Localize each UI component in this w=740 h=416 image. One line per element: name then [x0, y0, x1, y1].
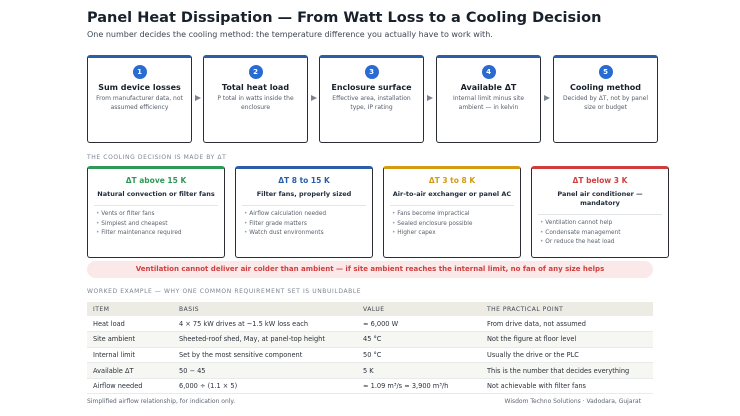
table-row: Internal limit Set by the most sensitive…: [87, 347, 653, 364]
card-list-item: Simplest and cheapest: [96, 220, 224, 230]
card-heading: ΔT 3 to 8 K: [428, 176, 476, 185]
table-cell: Site ambient: [87, 331, 173, 348]
table-cell: Heat load: [87, 316, 173, 333]
ventilation-warning-banner: Ventilation cannot deliver air colder th…: [87, 261, 653, 278]
table-header-row: ITEM BASIS VALUE THE PRACTICAL POINT: [87, 302, 653, 316]
page-title: Panel Heat Dissipation — From Watt Loss …: [87, 10, 602, 26]
table-cell: 50 °C: [357, 347, 481, 364]
card-list-item: Condensate management: [540, 229, 668, 239]
step-card-2: 2 Total heat load P total in watts insid…: [203, 55, 308, 143]
step-description: Internal limit minus site ambient — in k…: [452, 95, 525, 111]
card-method: Air-to-air exchanger or panel AC: [392, 190, 512, 198]
worked-example-table: ITEM BASIS VALUE THE PRACTICAL POINT Hea…: [87, 302, 653, 395]
table-cell: Not the figure at floor level: [481, 331, 653, 348]
table-cell: 45 °C: [357, 331, 481, 348]
card-list-item: Vents or filter fans: [96, 210, 224, 220]
card-list-item: Or reduce the heat load: [540, 238, 668, 248]
step-card-5: 5 Cooling method Decided by ΔT, not by p…: [553, 55, 658, 143]
step-card-1: 1 Sum device losses From manufacturer da…: [87, 55, 192, 143]
step-title: Enclosure surface: [331, 83, 412, 92]
table-cell: Available ΔT: [87, 362, 173, 379]
process-steps: 1 Sum device losses From manufacturer da…: [87, 55, 658, 143]
decision-card-below-3k: ΔT below 3 K Panel air conditioner — man…: [531, 166, 669, 258]
card-divider: [390, 205, 514, 206]
card-list-item: Higher capex: [392, 229, 520, 239]
worked-example-label: WORKED EXAMPLE — WHY ONE COMMON REQUIREM…: [87, 288, 362, 295]
footer-credit: Wisdom Techno Solutions · Vadodara, Guja…: [504, 398, 641, 405]
card-list-item: Ventilation cannot help: [540, 219, 668, 229]
table-cell: Sheeted-roof shed, May, at panel-top hei…: [173, 331, 357, 348]
card-list-item: Watch dust environments: [244, 229, 372, 239]
table-row: Heat load 4 × 75 kW drives at ~1.5 kW lo…: [87, 316, 653, 333]
step-description: From manufacturer data, not assumed effi…: [96, 95, 183, 111]
table-cell: Not achievable with filter fans: [481, 378, 653, 395]
step-title: Cooling method: [569, 83, 642, 92]
column-header-value: VALUE: [357, 302, 481, 316]
step-title: Available ΔT: [460, 83, 517, 92]
card-list: Airflow calculation needed Filter grade …: [244, 210, 372, 239]
column-header-basis: BASIS: [173, 302, 357, 316]
column-header-practical-point: THE PRACTICAL POINT: [481, 302, 653, 316]
decision-card-3-to-8k: ΔT 3 to 8 K Air-to-air exchanger or pane…: [383, 166, 521, 258]
table-cell: 5 K: [357, 362, 481, 379]
table-cell: Set by the most sensitive component: [173, 347, 357, 364]
table-cell: Usually the drive or the PLC: [481, 347, 653, 364]
step-card-3: 3 Enclosure surface Effective area, inst…: [319, 55, 424, 143]
arrow-right-icon: [544, 95, 550, 101]
table-cell: 6,000 ÷ (1.1 × 5): [173, 378, 357, 395]
decision-section-label: THE COOLING DECISION IS MADE BY ΔT: [87, 154, 227, 161]
card-list: Ventilation cannot help Condensate manag…: [540, 219, 668, 248]
step-description: Effective area, installation type, IP ra…: [332, 95, 411, 111]
table-cell: ≈ 1.09 m³/s ≈ 3,900 m³/h: [357, 378, 481, 395]
decision-card-above-15k: ΔT above 15 K Natural convection or filt…: [87, 166, 225, 258]
table-cell: Airflow needed: [87, 378, 173, 395]
step-description: Decided by ΔT, not by panel size or budg…: [563, 95, 648, 111]
table-cell: ≈ 6,000 W: [357, 316, 481, 333]
step-number-badge: 5: [598, 65, 613, 79]
card-method: Filter fans, properly sized: [256, 190, 352, 198]
card-list-item: Airflow calculation needed: [244, 210, 372, 220]
step-title: Sum device losses: [98, 83, 181, 92]
card-method: Natural convection or filter fans: [97, 190, 215, 198]
arrow-right-icon: [427, 95, 433, 101]
card-list-item: Filter maintenance required: [96, 229, 224, 239]
card-list-item: Filter grade matters: [244, 220, 372, 230]
card-list-item: Sealed enclosure possible: [392, 220, 520, 230]
step-description: P total in watts inside the enclosure: [217, 95, 294, 111]
table-cell: 50 − 45: [173, 362, 357, 379]
step-number-badge: 3: [364, 65, 379, 79]
card-heading: ΔT 8 to 15 K: [278, 176, 330, 185]
card-list: Fans become impractical Sealed enclosure…: [392, 210, 520, 239]
card-divider: [94, 205, 218, 206]
arrow-right-icon: [311, 95, 317, 101]
step-number-badge: 4: [481, 65, 496, 79]
step-number-badge: 1: [132, 65, 147, 79]
table-cell: Internal limit: [87, 347, 173, 364]
card-list: Vents or filter fans Simplest and cheape…: [96, 210, 224, 239]
table-row: Site ambient Sheeted-roof shed, May, at …: [87, 331, 653, 348]
step-title: Total heat load: [221, 83, 290, 92]
table-cell: From drive data, not assumed: [481, 316, 653, 333]
table-cell: 4 × 75 kW drives at ~1.5 kW loss each: [173, 316, 357, 333]
table-cell: This is the number that decides everythi…: [481, 362, 653, 379]
table-row: Airflow needed 6,000 ÷ (1.1 × 5) ≈ 1.09 …: [87, 378, 653, 395]
card-divider: [538, 214, 662, 215]
arrow-right-icon: [195, 95, 201, 101]
step-number-badge: 2: [248, 65, 263, 79]
footnote: Simplified airflow relationship, for ind…: [87, 398, 236, 405]
card-heading: ΔT above 15 K: [125, 176, 187, 185]
card-method: Panel air conditioner — mandatory: [557, 190, 643, 207]
column-header-item: ITEM: [87, 302, 173, 316]
step-card-4: 4 Available ΔT Internal limit minus site…: [436, 55, 541, 143]
card-heading: ΔT below 3 K: [572, 176, 628, 185]
card-divider: [242, 205, 366, 206]
decision-card-8-to-15k: ΔT 8 to 15 K Filter fans, properly sized…: [235, 166, 373, 258]
table-row: Available ΔT 50 − 45 5 K This is the num…: [87, 362, 653, 379]
card-list-item: Fans become impractical: [392, 210, 520, 220]
page-subtitle: One number decides the cooling method: t…: [87, 30, 493, 39]
